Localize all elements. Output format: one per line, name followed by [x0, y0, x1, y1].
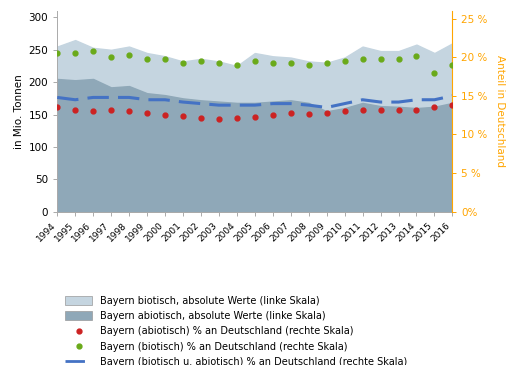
- Y-axis label: in Mio. Tonnen: in Mio. Tonnen: [14, 74, 24, 149]
- Legend: Bayern biotisch, absolute Werte (linke Skala), Bayern abiotisch, absolute Werte : Bayern biotisch, absolute Werte (linke S…: [62, 293, 410, 365]
- Y-axis label: Anteil in Deutschland: Anteil in Deutschland: [495, 55, 505, 167]
